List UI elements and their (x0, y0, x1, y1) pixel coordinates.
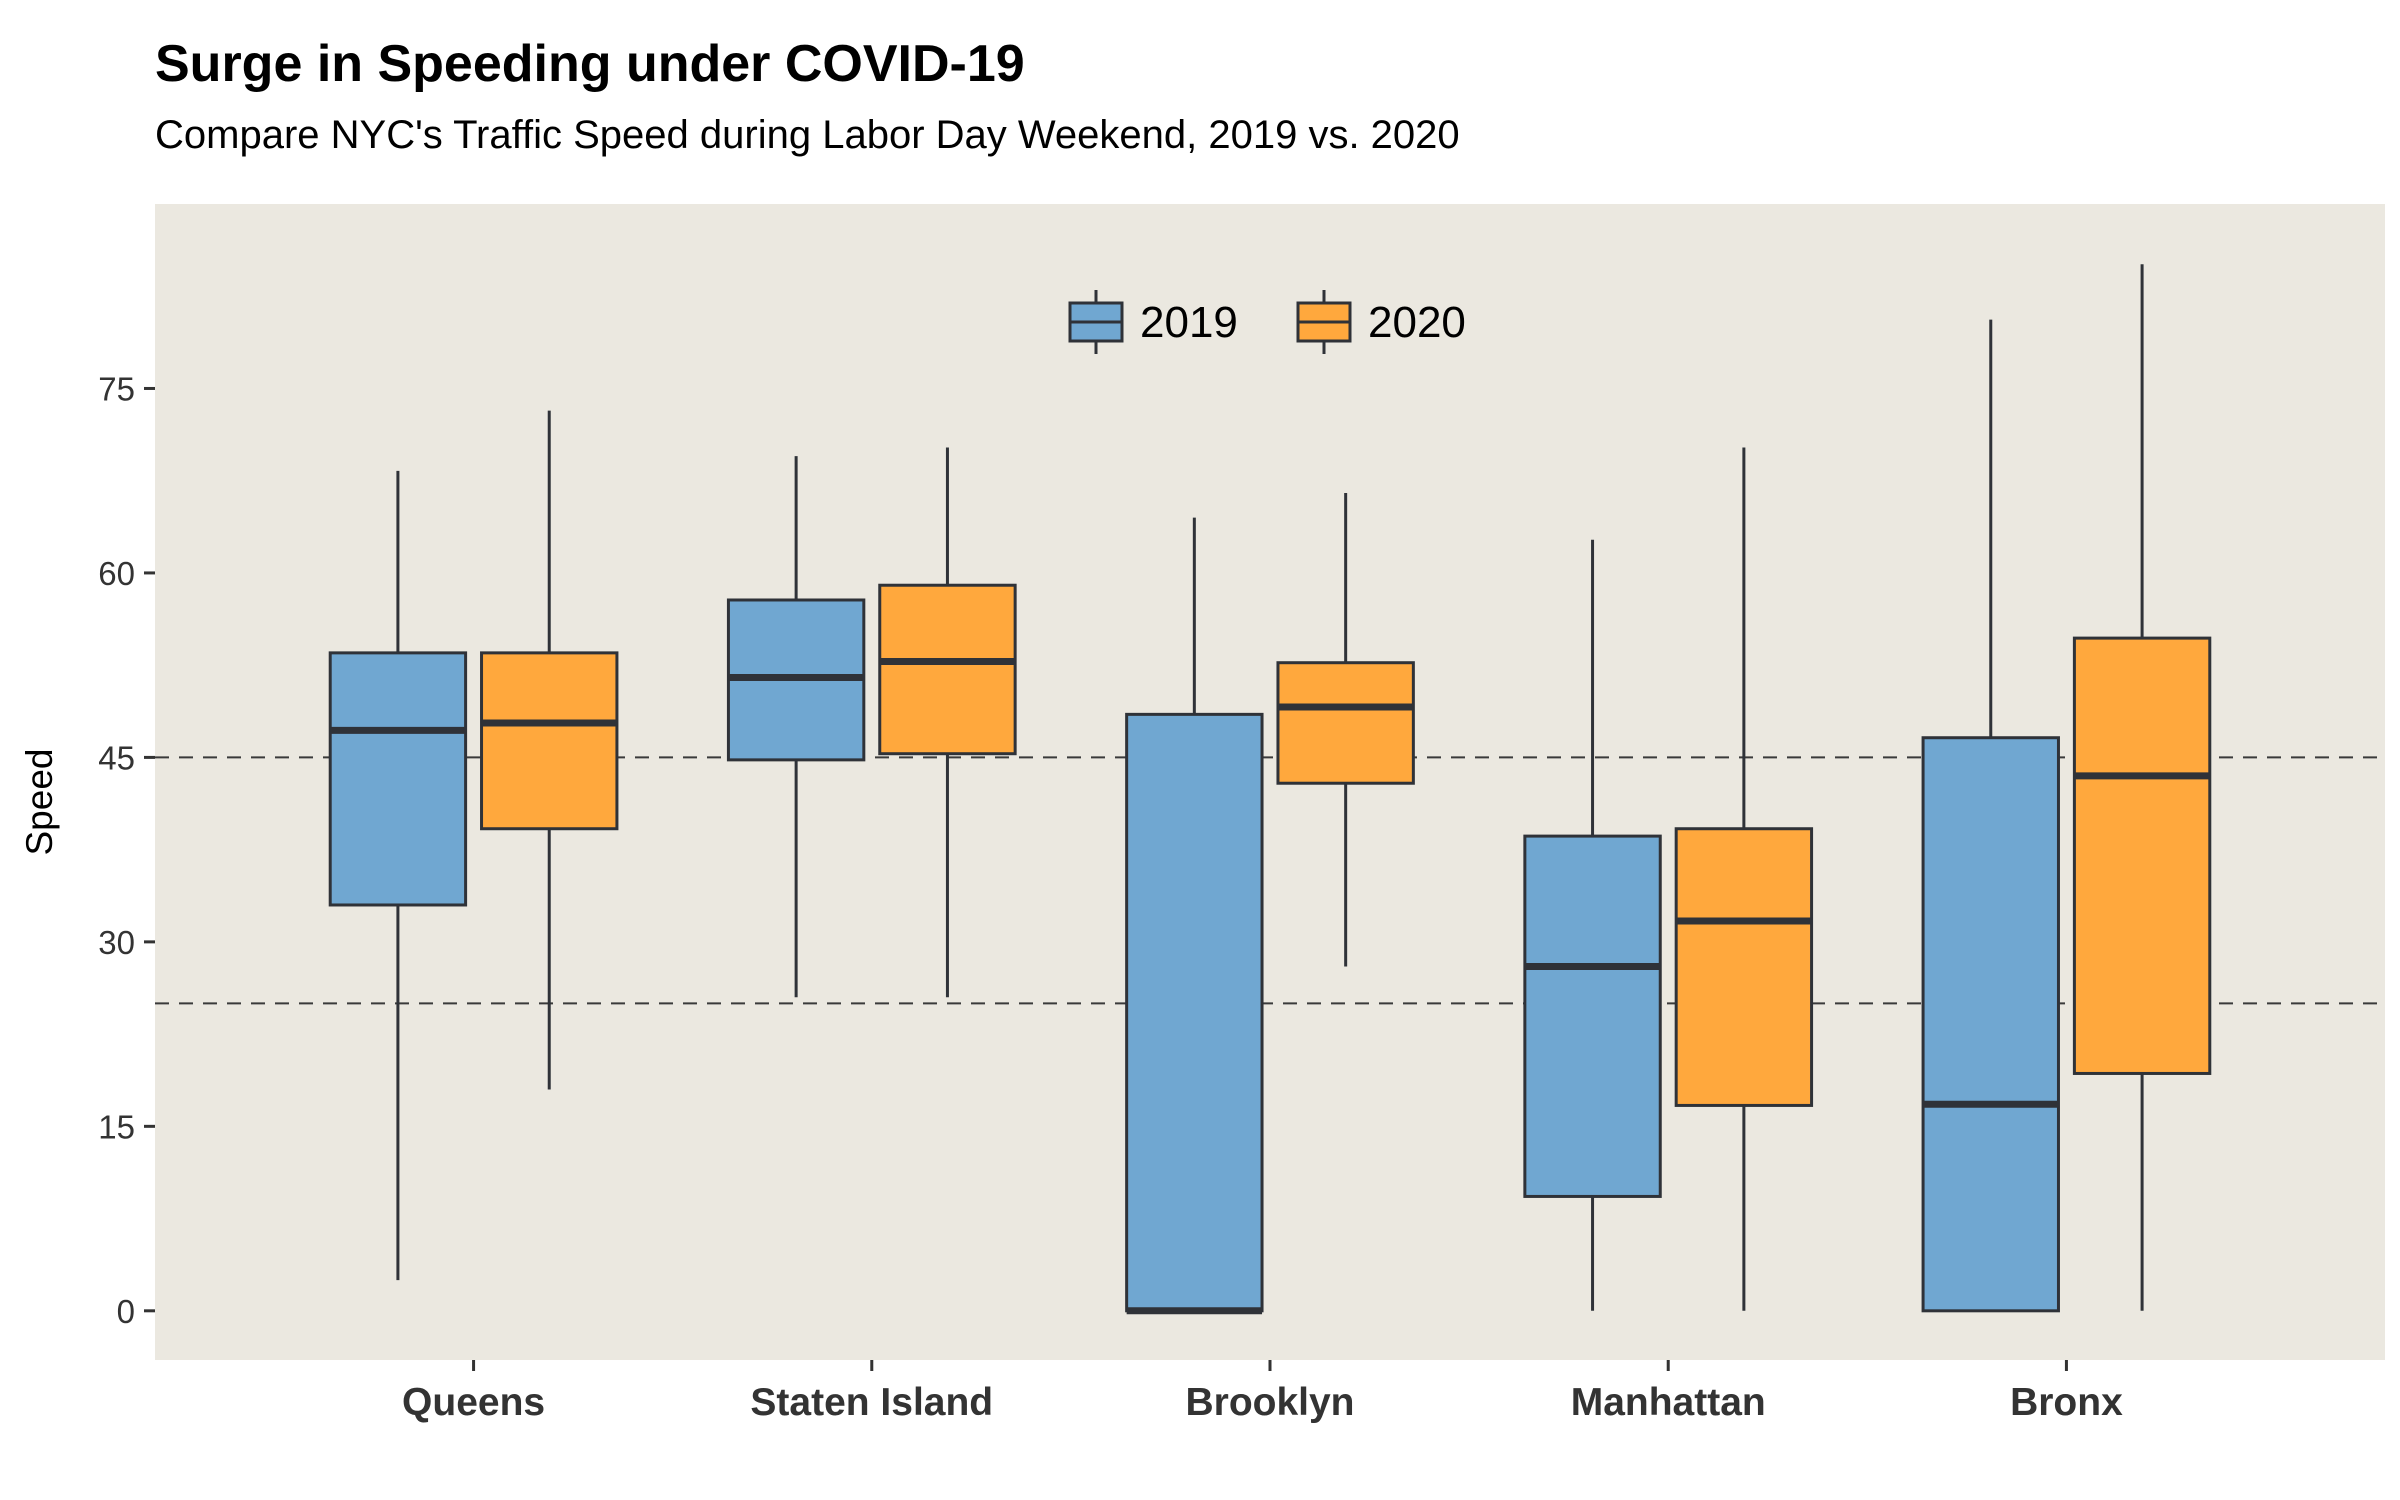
box-2020-brooklyn (1276, 493, 1415, 967)
y-tick-label: 60 (98, 555, 135, 592)
box-2020-queens (480, 410, 619, 1090)
legend-item-2019: 2019 (1068, 290, 1238, 354)
box-body (480, 651, 619, 831)
box-body (328, 651, 468, 907)
box-series (328, 264, 2212, 1315)
chart-subtitle: Compare NYC's Traffic Speed during Labor… (155, 113, 1460, 157)
y-axis: 0 15 30 45 60 75 (98, 370, 155, 1330)
x-axis: Queens Staten Island Brooklyn Manhattan Bron… (402, 1360, 2123, 1424)
box-2019-staten-island (726, 456, 866, 998)
box-body (1921, 736, 2060, 1313)
x-tick-label: Staten Island (750, 1381, 993, 1424)
box-body (878, 583, 1017, 756)
legend-label: 2019 (1140, 298, 1238, 347)
chart-title: Surge in Speeding under COVID-19 (155, 35, 1025, 93)
x-tick-label: Bronx (2010, 1381, 2123, 1424)
box-2019-bronx (1921, 319, 2060, 1313)
box-body (1276, 661, 1415, 785)
legend-label: 2020 (1368, 298, 1466, 347)
y-tick-label: 15 (98, 1108, 135, 1145)
box-body (2072, 636, 2212, 1075)
box-body (1125, 712, 1264, 1313)
y-tick-label: 45 (98, 739, 135, 776)
y-tick-label: 75 (98, 370, 135, 407)
box-body (1523, 834, 1662, 1198)
box-2019-queens (328, 470, 468, 1281)
box-2020-bronx (2072, 264, 2212, 1311)
legend: 2019 2020 (1068, 290, 1466, 354)
box-2020-manhattan (1674, 447, 1814, 1311)
x-tick-label: Manhattan (1571, 1381, 1766, 1424)
x-tick-label: Brooklyn (1185, 1381, 1354, 1424)
y-tick-label: 30 (98, 924, 135, 961)
y-axis-title: Speed (19, 749, 60, 856)
y-tick-label: 0 (117, 1293, 135, 1330)
box-2019-brooklyn (1125, 517, 1264, 1315)
box-2020-staten-island (878, 447, 1017, 998)
x-tick-label: Queens (402, 1381, 545, 1424)
box-body (1674, 827, 1814, 1107)
box-2019-manhattan (1523, 539, 1662, 1311)
legend-item-2020: 2020 (1296, 290, 1466, 354)
